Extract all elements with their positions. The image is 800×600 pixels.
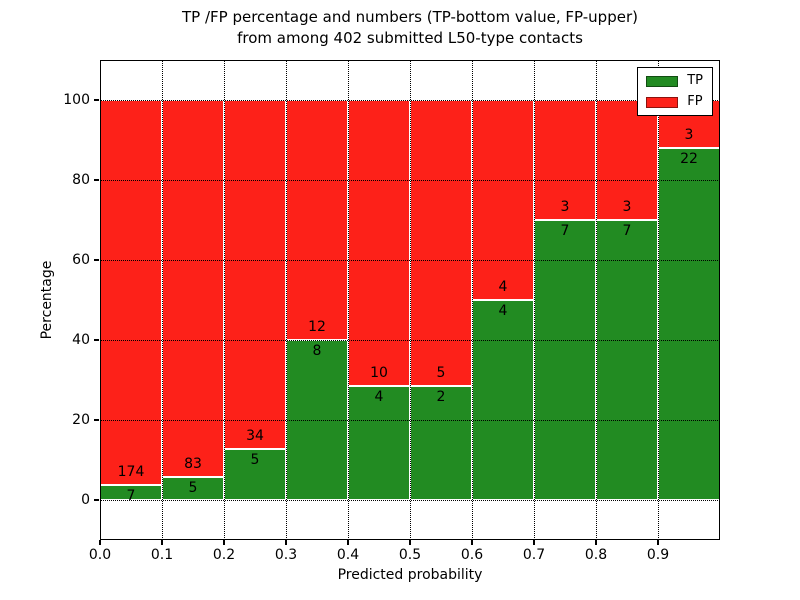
bar-tp-segment [348,385,410,500]
tp-count-label: 8 [312,343,322,359]
legend: TP FP [637,67,713,116]
tp-count-label: 4 [374,388,384,405]
x-tick-label: 0.9 [646,547,670,563]
x-tickmark [347,540,349,545]
legend-label-tp: TP [687,73,703,88]
tp-count-label: 4 [498,303,508,319]
horizontal-gridline [100,259,720,261]
x-tick-label: 0.3 [274,547,298,563]
x-tick-label: 0.5 [398,547,422,563]
vertical-gridline [409,60,411,540]
y-tick-label: 100 [63,92,90,108]
x-tickmark [595,540,597,545]
fp-count-label: 174 [117,463,145,480]
tp-legend-swatch [646,75,679,87]
x-tick-label: 0.7 [522,547,546,563]
x-tick-label: 0.8 [584,547,608,563]
horizontal-gridline [100,179,720,181]
vertical-gridline [657,60,659,540]
vertical-gridline [285,60,287,540]
bar-tp-segment [472,300,534,500]
tp-count-label: 7 [126,487,136,504]
x-tickmark [533,540,535,545]
tp-count-label: 7 [622,223,632,239]
horizontal-gridline [100,499,720,501]
bar-tp-segment [410,385,472,500]
bar-fp-segment [472,100,534,300]
bar-fp-segment [410,100,472,386]
y-tick-label: 60 [72,252,90,268]
fp-count-label: 10 [370,364,388,381]
vertical-gridline [347,60,349,540]
plot-area: 174 7 83 5 34 5 12 8 10 4 5 2 4 4 3 7 3 7 3 22 TP FP [100,60,720,540]
horizontal-gridline [100,99,720,101]
y-tickmark [94,499,99,501]
fp-count-label: 34 [246,427,264,444]
tp-count-label: 5 [188,480,198,497]
x-tickmark [471,540,473,545]
y-tickmark [94,179,99,181]
bar-fp-segment [348,100,410,386]
x-tickmark [285,540,287,545]
y-tick-label: 80 [72,172,90,188]
y-tickmark [94,259,99,261]
vertical-gridline [533,60,535,540]
x-tickmark [657,540,659,545]
y-tickmark [94,419,99,421]
legend-label-fp: FP [687,94,703,109]
y-tick-label: 0 [81,492,90,508]
y-tickmark [94,339,99,341]
x-tickmark [99,540,101,545]
vertical-gridline [223,60,225,540]
x-tickmark [161,540,163,545]
x-tick-label: 0.1 [150,547,174,563]
tp-count-label: 5 [250,451,260,468]
fp-count-label: 83 [184,456,202,473]
legend-item-fp: FP [646,95,703,109]
x-tick-label: 0.4 [336,547,360,563]
gridlines-layer [100,60,720,540]
chart-title: TP /FP percentage and numbers (TP-bottom… [100,7,720,49]
x-tick-label: 0.2 [212,547,236,563]
x-tickmark [409,540,411,545]
bar-fp-segment [286,100,348,340]
horizontal-gridline [100,419,720,421]
tp-count-label: 22 [680,151,698,167]
bar-tp-segment [534,220,596,500]
y-tick-label: 20 [72,412,90,428]
y-axis-label: Percentage [39,260,55,340]
fp-count-label: 3 [622,199,632,215]
legend-item-tp: TP [646,74,703,88]
y-tick-label: 40 [72,332,90,348]
x-tick-label: 0.6 [460,547,484,563]
bar-fp-segment [162,100,224,478]
tp-count-label: 7 [560,223,570,239]
vertical-gridline [161,60,163,540]
x-tick-label: 0.0 [88,547,112,563]
y-tickmark [94,99,99,101]
vertical-gridline [471,60,473,540]
x-axis-label: Predicted probability [337,567,483,583]
chart-title-line1: TP /FP percentage and numbers (TP-bottom… [182,8,638,26]
fp-legend-swatch [646,96,679,108]
fp-count-label: 4 [498,279,508,295]
vertical-gridline [595,60,597,540]
bar-fp-segment [534,100,596,220]
bar-value-labels-layer: 174 7 83 5 34 5 12 8 10 4 5 2 4 4 3 7 3 7 3 22 [100,60,720,540]
fp-count-label: 5 [436,364,446,381]
chart-title-line2: from among 402 submitted L50-type contac… [237,29,583,47]
bar-tp-segment [224,448,286,500]
fp-count-label: 12 [308,319,326,335]
x-tickmark [223,540,225,545]
horizontal-gridline [100,339,720,341]
tp-count-label: 2 [436,388,446,405]
fp-count-label: 3 [560,199,570,215]
fp-count-label: 3 [684,127,694,143]
